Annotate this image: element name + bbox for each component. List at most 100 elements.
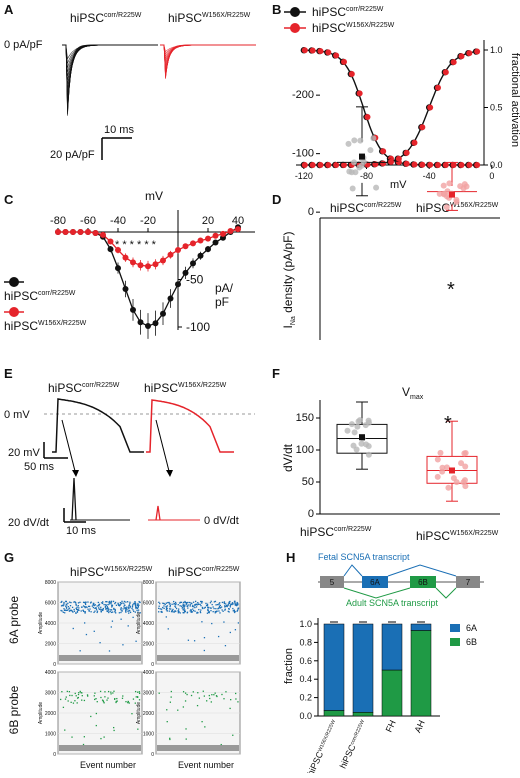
droplet-positive — [158, 601, 160, 603]
droplet-positive — [218, 605, 221, 608]
droplet-positive — [120, 611, 122, 614]
panel-g-row1: 6A probe — [7, 596, 21, 644]
droplet-positive — [191, 611, 193, 613]
droplet-positive — [132, 698, 135, 700]
droplet-positive — [111, 604, 113, 607]
x-tick-label: -40 — [423, 171, 436, 181]
droplet-rain — [223, 621, 225, 623]
droplet-rain — [82, 743, 85, 746]
droplet-positive — [77, 602, 80, 604]
droplet-positive — [189, 604, 191, 606]
droplet-positive — [218, 607, 220, 609]
iv-point — [235, 226, 241, 233]
droplet-rain — [196, 704, 199, 707]
droplet-positive — [127, 700, 129, 703]
droplet-positive — [183, 607, 185, 610]
box-mean — [359, 434, 365, 441]
droplet-rain — [166, 709, 168, 711]
adult-splice — [343, 587, 457, 599]
droplet-positive — [232, 610, 234, 612]
droplet-positive — [66, 690, 68, 693]
droplet-positive — [172, 608, 174, 611]
droplet-positive — [104, 691, 106, 693]
y-tick-label: 0.2 — [299, 693, 312, 703]
iv-point — [152, 320, 159, 327]
droplet-positive — [71, 694, 73, 697]
inactivation-point-w156x — [301, 47, 308, 54]
droplet-positive — [64, 605, 67, 607]
legend-marker-w156x — [9, 307, 19, 317]
y-tick-label: 0.0 — [490, 160, 503, 170]
droplet-positive — [177, 612, 180, 614]
activation-point-w156x — [341, 161, 347, 168]
panel-e-zero-mv: 0 mV — [4, 409, 30, 421]
droplet-positive — [184, 600, 186, 603]
droplet-positive — [120, 608, 122, 610]
droplet-positive — [107, 697, 109, 699]
box-datapoint — [351, 429, 358, 436]
droplet-positive — [93, 604, 95, 607]
droplet-rain — [234, 629, 237, 631]
droplet-positive — [65, 606, 68, 608]
droplet-positive — [134, 601, 136, 603]
droplet-positive — [173, 603, 175, 605]
droplet-rain — [229, 707, 231, 710]
droplet-positive — [62, 611, 64, 613]
droplet-positive — [89, 608, 91, 610]
droplet-positive — [118, 612, 121, 614]
ddpcr-amplitude-label: Amplitude — [136, 612, 142, 634]
droplet-positive — [192, 601, 195, 603]
panel-a-scale-time: 10 ms — [104, 124, 134, 136]
droplet-rain — [185, 728, 187, 730]
droplet-positive — [138, 692, 141, 695]
panel-h-ticks: 1.0 0.8 0.6 0.4 0.2 0.0 — [299, 619, 318, 721]
droplet-positive — [76, 702, 78, 704]
iv-point — [55, 229, 61, 235]
droplet-positive — [129, 610, 131, 612]
droplet-positive — [128, 604, 131, 606]
panel-f-ticks: 150 100 50 0 — [296, 412, 320, 520]
droplet-positive — [71, 606, 74, 609]
droplet-positive — [113, 690, 115, 692]
droplet-positive — [210, 701, 212, 703]
box-datapoint — [446, 180, 453, 187]
droplet-positive — [132, 603, 134, 606]
panel-d-star: * — [447, 279, 455, 301]
droplet-rain — [83, 622, 86, 624]
droplet-positive — [179, 612, 181, 614]
droplet-rain — [100, 737, 102, 740]
panel-a-scale-current: 20 pA/pF — [50, 149, 95, 161]
droplet-positive — [96, 611, 98, 614]
droplet-positive — [137, 691, 139, 693]
box-datapoint — [453, 479, 460, 486]
droplet-positive — [196, 611, 198, 614]
droplet-positive — [77, 605, 79, 607]
droplet-positive — [166, 609, 168, 611]
droplet-positive — [221, 609, 223, 611]
droplet-positive — [113, 698, 116, 700]
droplet-positive — [100, 696, 102, 699]
activation-point-w156x — [474, 48, 481, 55]
iv-point — [182, 243, 189, 250]
droplet-positive — [120, 603, 122, 605]
droplet-rain — [204, 726, 206, 728]
iv-point — [205, 246, 211, 253]
droplet-positive — [135, 696, 137, 698]
droplet-positive — [165, 605, 167, 608]
box-datapoint — [367, 147, 374, 154]
droplet-positive — [210, 609, 212, 612]
category-label: FH — [384, 719, 398, 734]
droplet-positive — [205, 604, 208, 607]
droplet-positive — [236, 601, 238, 604]
droplet-positive — [67, 602, 69, 605]
droplet-rain — [169, 738, 171, 741]
droplet-positive — [66, 604, 68, 606]
droplet-positive — [168, 601, 170, 604]
ddpcr-tick-label: 3000 — [143, 691, 154, 697]
iv-point — [145, 323, 151, 330]
droplet-positive — [174, 603, 176, 605]
current-trace — [62, 44, 158, 108]
activation-point-w156x — [419, 124, 426, 131]
droplet-positive — [201, 607, 204, 609]
category-label: hiPSCcorr/R225W — [338, 718, 369, 770]
